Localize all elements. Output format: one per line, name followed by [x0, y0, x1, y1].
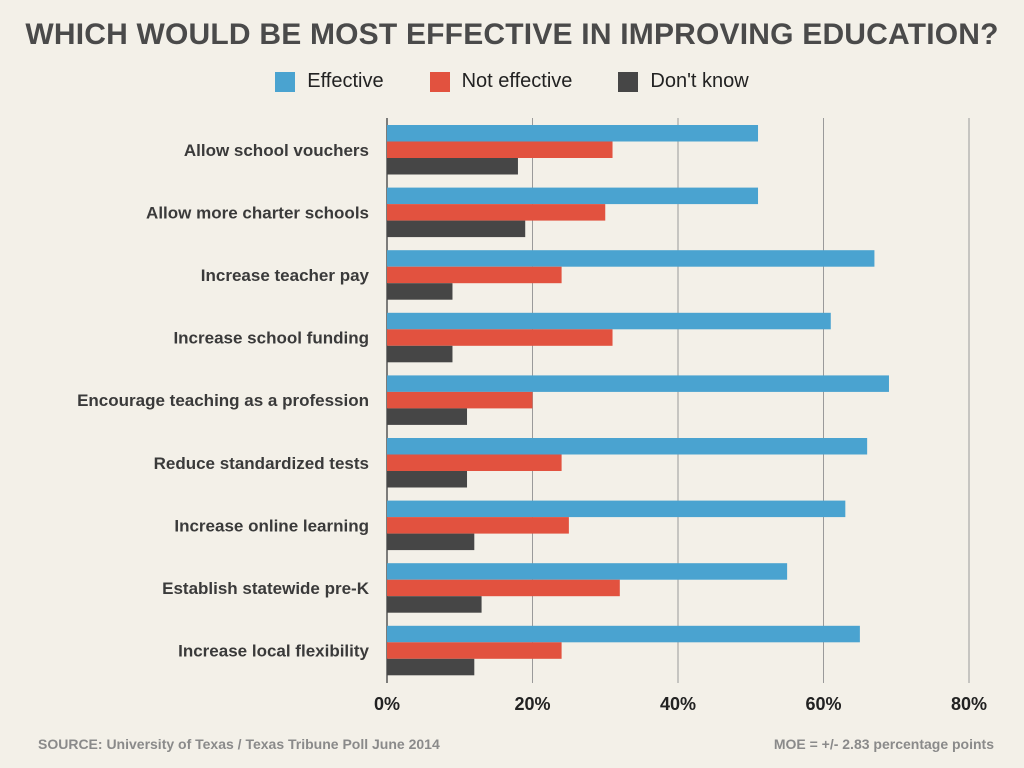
bar-effective: [387, 625, 860, 643]
bar-dont-know: [387, 596, 482, 613]
bar-dont-know: [387, 158, 518, 175]
legend-label-not-effective: Not effective: [461, 70, 573, 92]
x-tick-label: 80%: [951, 694, 987, 714]
legend-swatch-not-effective: [429, 71, 450, 92]
category-label: Increase local flexibility: [178, 642, 369, 661]
bar-dont-know: [387, 658, 475, 676]
bar-not-effective: [387, 204, 606, 221]
bar-effective: [387, 500, 846, 518]
bar-dont-know: [387, 345, 453, 363]
category-label: Establish statewide pre-K: [162, 579, 370, 598]
category-label: Allow school vouchers: [184, 141, 369, 160]
bar-not-effective: [387, 454, 562, 471]
bar-not-effective: [387, 141, 613, 158]
margin-of-error-note: MOE = +/- 2.83 percentage points: [773, 736, 994, 752]
legend-item-dont-know: Don't know: [618, 70, 749, 93]
bar-not-effective: [387, 329, 613, 346]
category-label: Increase school funding: [173, 329, 369, 348]
bar-dont-know: [387, 471, 468, 488]
bar-effective: [387, 438, 868, 455]
legend-item-not-effective: Not effective: [429, 70, 573, 93]
legend-swatch-dont-know: [618, 71, 639, 92]
bar-dont-know: [387, 533, 475, 551]
bar-effective: [387, 312, 831, 330]
category-label: Increase teacher pay: [201, 266, 370, 285]
bar-not-effective: [387, 579, 620, 597]
category-label: Reduce standardized tests: [154, 454, 369, 473]
bar-effective: [387, 187, 759, 205]
x-tick-label: 0%: [374, 694, 400, 714]
bar-dont-know: [387, 283, 453, 300]
bar-dont-know: [387, 408, 468, 425]
bar-not-effective: [387, 642, 562, 659]
bar-not-effective: [387, 391, 533, 409]
legend: Effective Not effective Don't know: [0, 70, 1024, 93]
category-label: Increase online learning: [174, 516, 369, 535]
x-tick-label: 60%: [805, 694, 841, 714]
legend-label-dont-know: Don't know: [650, 70, 749, 92]
legend-swatch-effective: [275, 71, 296, 92]
bar-effective: [387, 125, 759, 142]
bar-not-effective: [387, 266, 562, 284]
chart-title: WHICH WOULD BE MOST EFFECTIVE IN IMPROVI…: [25, 18, 999, 51]
bar-not-effective: [387, 517, 569, 534]
category-label: Allow more charter schools: [146, 203, 369, 222]
bar-dont-know: [387, 220, 526, 238]
legend-label-effective: Effective: [307, 70, 384, 92]
bar-effective: [387, 250, 875, 267]
x-tick-label: 40%: [660, 694, 696, 714]
source-note: SOURCE: University of Texas / Texas Trib…: [38, 736, 440, 752]
category-label: Encourage teaching as a profession: [77, 391, 369, 410]
bar-effective: [387, 375, 889, 392]
legend-item-effective: Effective: [275, 70, 384, 93]
x-tick-label: 20%: [514, 694, 550, 714]
bar-effective: [387, 563, 788, 580]
